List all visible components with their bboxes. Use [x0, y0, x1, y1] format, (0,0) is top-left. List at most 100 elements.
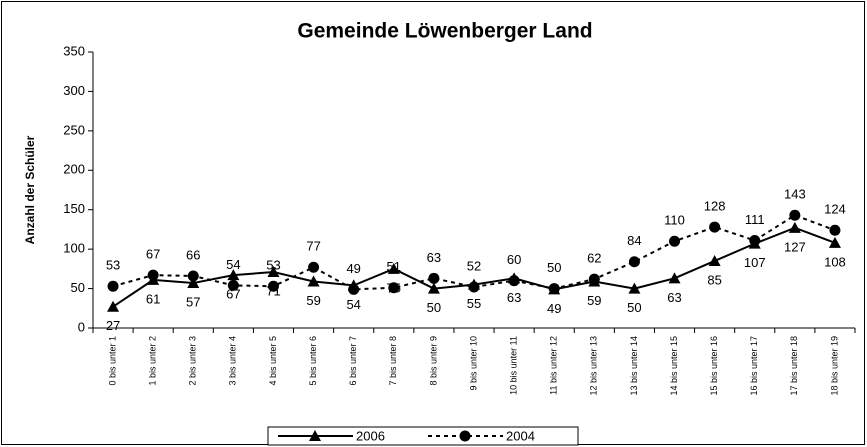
- legend-label: 2006: [356, 428, 385, 443]
- triangle-marker: [107, 300, 120, 312]
- data-label: 77: [306, 239, 320, 254]
- circle-marker: [508, 275, 520, 287]
- circle-marker: [709, 221, 721, 233]
- x-tick-label: 1 bis unter 2: [148, 336, 158, 386]
- triangle-marker: [668, 272, 681, 284]
- triangle-marker: [187, 277, 200, 289]
- legend-marker: [309, 430, 321, 441]
- data-label: 63: [667, 290, 681, 305]
- data-label: 61: [146, 291, 160, 306]
- x-tick-label: 9 bis unter 10: [468, 336, 478, 391]
- data-label: 124: [824, 202, 846, 217]
- legend-box: [267, 426, 579, 446]
- data-label: 54: [346, 297, 360, 312]
- circle-marker: [829, 224, 841, 236]
- triangle-marker: [708, 254, 721, 266]
- circle-marker: [348, 283, 360, 295]
- triangle-marker: [427, 282, 440, 294]
- data-label: 128: [704, 199, 726, 214]
- data-label: 67: [146, 247, 160, 262]
- data-label: 63: [507, 290, 521, 305]
- data-label: 53: [266, 258, 280, 273]
- x-tick-label: 2 bis unter 3: [188, 336, 198, 386]
- x-tick-label: 15 bis unter 16: [709, 336, 719, 396]
- data-label: 49: [547, 301, 561, 316]
- data-label: 59: [306, 293, 320, 308]
- y-axis-label: Anzahl der Schüler: [23, 135, 37, 244]
- data-label: 49: [346, 261, 360, 276]
- y-tick-label: 250: [63, 122, 85, 137]
- x-tick-label: 16 bis unter 17: [749, 336, 759, 396]
- x-tick-label: 11 bis unter 12: [549, 336, 559, 395]
- circle-marker: [468, 281, 480, 293]
- x-tick-label: 7 bis unter 8: [388, 336, 398, 386]
- x-tick-label: 0 bis unter 1: [107, 336, 117, 386]
- x-tick-label: 13 bis unter 14: [629, 336, 639, 396]
- data-label: 50: [627, 300, 641, 315]
- circle-marker: [147, 269, 159, 281]
- triangle-marker: [628, 282, 641, 294]
- circle-marker: [107, 280, 119, 292]
- data-label: 84: [627, 233, 641, 248]
- triangle-marker: [267, 266, 280, 278]
- circle-marker: [628, 256, 640, 268]
- chart-title: Gemeinde Löwenberger Land: [297, 20, 592, 43]
- data-label: 50: [427, 300, 441, 315]
- triangle-marker: [227, 269, 240, 281]
- x-tick-label: 4 bis unter 5: [268, 336, 278, 386]
- circle-marker: [388, 282, 400, 294]
- data-label: 62: [587, 251, 601, 266]
- data-label: 85: [707, 272, 721, 287]
- data-label: 57: [186, 294, 200, 309]
- data-label: 52: [467, 258, 481, 273]
- circle-marker: [669, 235, 681, 247]
- data-label: 107: [744, 255, 766, 270]
- circle-marker: [267, 280, 279, 292]
- x-tick-label: 6 bis unter 7: [348, 336, 358, 386]
- x-tick-label: 12 bis unter 13: [589, 336, 599, 396]
- circle-marker: [428, 272, 440, 284]
- data-label: 66: [186, 247, 200, 262]
- circle-marker: [187, 270, 199, 282]
- x-tick-label: 14 bis unter 15: [669, 336, 679, 396]
- data-label: 50: [547, 260, 561, 275]
- x-tick-label: 17 bis unter 18: [789, 336, 799, 396]
- x-tick-label: 8 bis unter 9: [428, 336, 438, 386]
- data-label: 53: [106, 258, 120, 273]
- y-tick-label: 350: [63, 43, 85, 58]
- x-tick-label: 10 bis unter 11: [508, 336, 518, 395]
- x-tick-label: 3 bis unter 4: [228, 336, 238, 386]
- y-tick-label: 300: [63, 83, 85, 98]
- y-tick-label: 200: [63, 162, 85, 177]
- triangle-marker: [788, 221, 801, 233]
- y-tick-label: 0: [78, 319, 85, 334]
- circle-marker: [227, 279, 239, 291]
- triangle-marker: [828, 236, 841, 248]
- data-label: 51: [387, 259, 401, 274]
- data-label: 63: [427, 250, 441, 265]
- data-label: 59: [587, 293, 601, 308]
- circle-marker: [588, 273, 600, 285]
- circle-marker: [789, 209, 801, 221]
- circle-marker: [308, 261, 320, 273]
- data-label: 55: [467, 296, 481, 311]
- data-label: 108: [824, 254, 846, 269]
- triangle-marker: [387, 262, 400, 274]
- y-tick-label: 50: [71, 280, 85, 295]
- x-tick-label: 18 bis unter 19: [829, 336, 839, 396]
- circle-marker: [548, 283, 560, 295]
- data-label: 111: [745, 212, 765, 227]
- x-tick-label: 5 bis unter 6: [308, 336, 318, 386]
- legend-label: 2004: [506, 428, 535, 443]
- triangle-marker: [307, 275, 320, 287]
- data-label: 54: [226, 257, 240, 272]
- data-label: 27: [106, 318, 120, 333]
- data-label: 110: [664, 213, 685, 228]
- y-tick-label: 150: [63, 201, 85, 216]
- data-label: 143: [784, 187, 806, 202]
- legend-marker: [459, 430, 471, 442]
- y-tick-label: 100: [63, 241, 85, 256]
- data-label: 127: [784, 239, 806, 254]
